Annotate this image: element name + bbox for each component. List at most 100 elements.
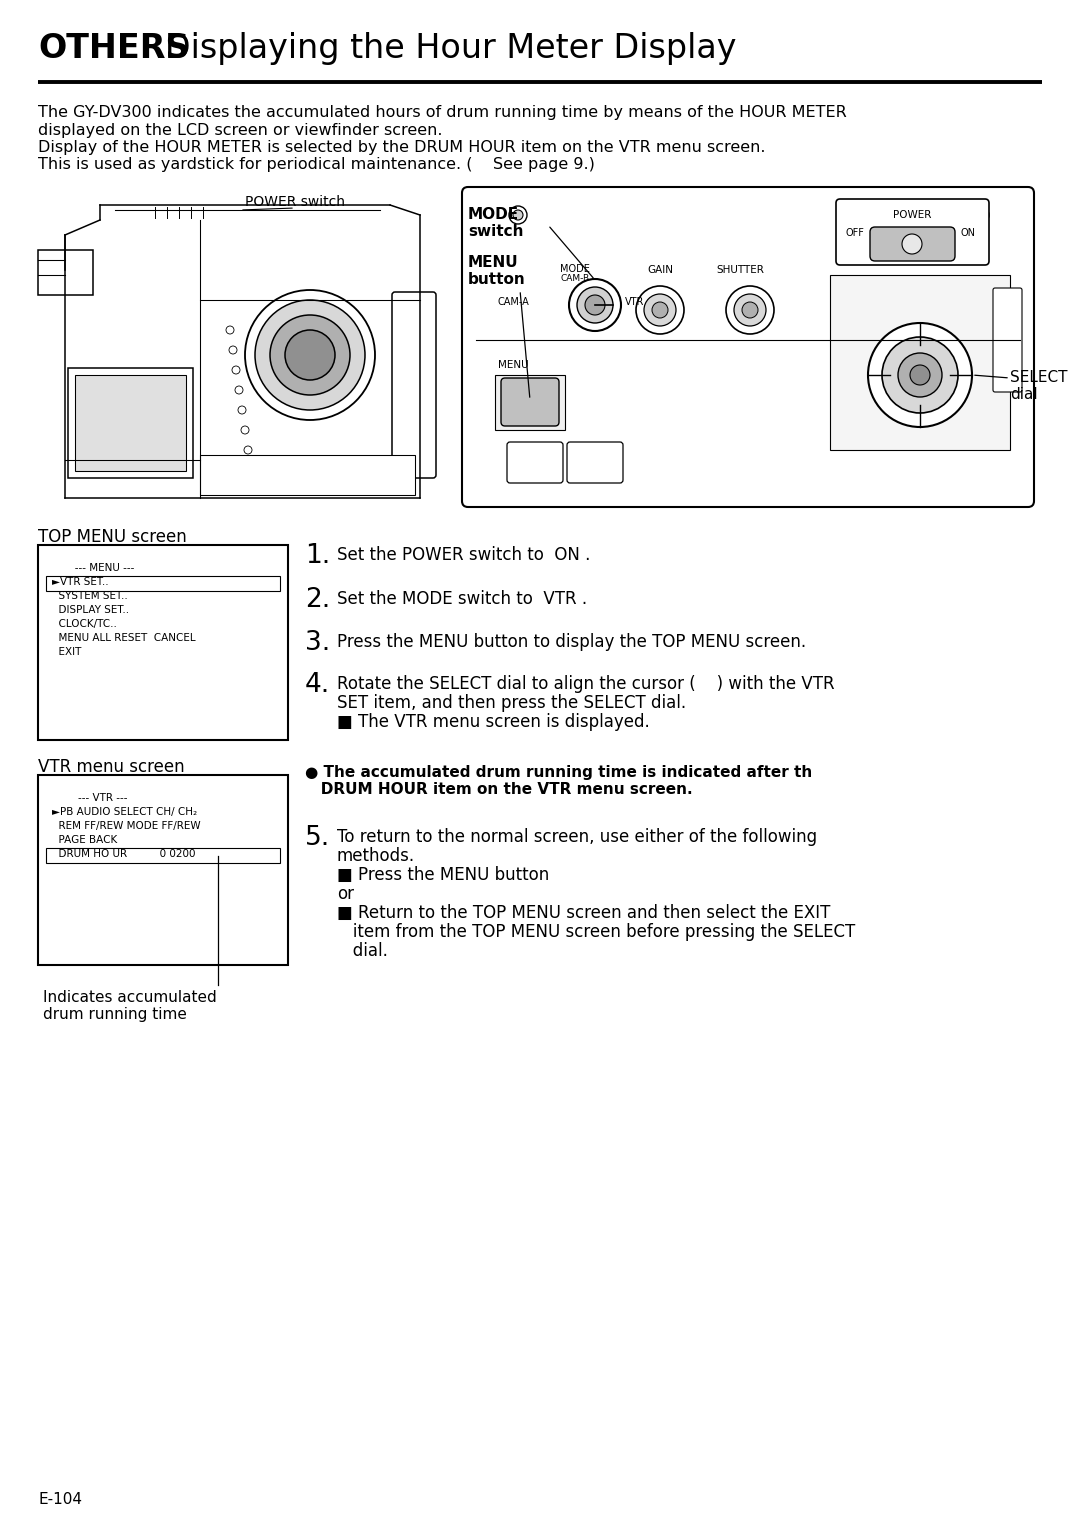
Text: E-104: E-104 bbox=[38, 1492, 82, 1508]
Text: CLOCK/TC..: CLOCK/TC.. bbox=[52, 619, 117, 628]
Circle shape bbox=[652, 303, 669, 318]
FancyBboxPatch shape bbox=[495, 375, 565, 430]
Bar bbox=[38, 251, 93, 295]
FancyBboxPatch shape bbox=[501, 378, 559, 427]
Text: MENU
button: MENU button bbox=[468, 255, 526, 287]
Circle shape bbox=[285, 330, 335, 381]
Text: VTR: VTR bbox=[625, 297, 645, 307]
FancyBboxPatch shape bbox=[836, 199, 989, 265]
Text: dial.: dial. bbox=[337, 942, 388, 960]
Text: Display of the HOUR METER is selected by the DRUM HOUR item on the VTR menu scre: Display of the HOUR METER is selected by… bbox=[38, 141, 766, 154]
Circle shape bbox=[868, 323, 972, 427]
Text: ■ Return to the TOP MENU screen and then select the EXIT: ■ Return to the TOP MENU screen and then… bbox=[337, 904, 831, 922]
FancyBboxPatch shape bbox=[831, 275, 1010, 450]
Bar bbox=[75, 375, 186, 471]
Text: --- MENU ---: --- MENU --- bbox=[52, 563, 134, 573]
FancyBboxPatch shape bbox=[870, 226, 955, 261]
FancyBboxPatch shape bbox=[462, 187, 1034, 508]
Text: EXIT: EXIT bbox=[52, 647, 81, 657]
Circle shape bbox=[882, 336, 958, 413]
Text: SET item, and then press the SELECT dial.: SET item, and then press the SELECT dial… bbox=[337, 694, 686, 713]
Text: ON: ON bbox=[960, 228, 975, 239]
Text: Displaying the Hour Meter Display: Displaying the Hour Meter Display bbox=[133, 32, 737, 66]
Text: MENU: MENU bbox=[498, 359, 528, 370]
Text: CAM-A: CAM-A bbox=[498, 297, 530, 307]
Circle shape bbox=[585, 295, 605, 315]
Text: To return to the normal screen, use either of the following: To return to the normal screen, use eith… bbox=[337, 829, 818, 846]
Circle shape bbox=[636, 286, 684, 333]
Circle shape bbox=[255, 300, 365, 410]
Text: OTHERS: OTHERS bbox=[38, 32, 189, 66]
Text: SELECT
dial: SELECT dial bbox=[1010, 370, 1067, 402]
Bar bbox=[38, 544, 288, 740]
FancyBboxPatch shape bbox=[392, 292, 436, 479]
Circle shape bbox=[902, 234, 922, 254]
Circle shape bbox=[971, 206, 989, 225]
Text: TOP MENU screen: TOP MENU screen bbox=[38, 528, 187, 546]
Text: or: or bbox=[337, 885, 354, 904]
Text: Press the MENU button to display the TOP MENU screen.: Press the MENU button to display the TOP… bbox=[337, 633, 806, 651]
Circle shape bbox=[910, 365, 930, 385]
Text: 2.: 2. bbox=[305, 587, 330, 613]
Circle shape bbox=[241, 427, 249, 434]
Text: CAM-B: CAM-B bbox=[561, 274, 590, 283]
Text: ● The accumulated drum running time is indicated after th: ● The accumulated drum running time is i… bbox=[305, 764, 812, 780]
Text: item from the TOP MENU screen before pressing the SELECT: item from the TOP MENU screen before pre… bbox=[337, 924, 855, 940]
FancyBboxPatch shape bbox=[68, 368, 193, 479]
Text: POWER: POWER bbox=[893, 209, 931, 220]
Circle shape bbox=[726, 286, 774, 333]
Text: ►VTR SET..: ►VTR SET.. bbox=[52, 576, 109, 587]
Circle shape bbox=[644, 294, 676, 326]
Circle shape bbox=[270, 315, 350, 394]
FancyBboxPatch shape bbox=[507, 442, 563, 483]
Text: Set the MODE switch to  VTR .: Set the MODE switch to VTR . bbox=[337, 590, 588, 609]
Text: Set the POWER switch to  ON .: Set the POWER switch to ON . bbox=[337, 546, 591, 564]
Circle shape bbox=[232, 365, 240, 375]
Circle shape bbox=[897, 353, 942, 398]
Circle shape bbox=[577, 287, 613, 323]
FancyBboxPatch shape bbox=[993, 287, 1022, 391]
Text: --- VTR ---: --- VTR --- bbox=[52, 794, 127, 803]
Text: SYSTEM SET..: SYSTEM SET.. bbox=[52, 592, 127, 601]
Text: GAIN: GAIN bbox=[647, 265, 673, 275]
Text: ■ The VTR menu screen is displayed.: ■ The VTR menu screen is displayed. bbox=[337, 713, 650, 731]
Text: MENU ALL RESET  CANCEL: MENU ALL RESET CANCEL bbox=[52, 633, 195, 644]
Circle shape bbox=[238, 407, 246, 414]
Text: displayed on the LCD screen or viewfinder screen.: displayed on the LCD screen or viewfinde… bbox=[38, 122, 443, 138]
Text: SHUTTER: SHUTTER bbox=[716, 265, 764, 275]
FancyBboxPatch shape bbox=[567, 442, 623, 483]
Bar bbox=[200, 456, 415, 495]
Text: methods.: methods. bbox=[337, 847, 415, 865]
Text: MODE: MODE bbox=[561, 265, 590, 274]
Bar bbox=[38, 775, 288, 965]
Circle shape bbox=[742, 303, 758, 318]
Text: VTR menu screen: VTR menu screen bbox=[38, 758, 185, 777]
Circle shape bbox=[226, 326, 234, 333]
Text: This is used as yardstick for periodical maintenance. (    See page 9.): This is used as yardstick for periodical… bbox=[38, 157, 595, 171]
Circle shape bbox=[235, 385, 243, 394]
Text: 1.: 1. bbox=[305, 543, 330, 569]
Bar bbox=[46, 849, 280, 862]
Text: Rotate the SELECT dial to align the cursor (    ) with the VTR: Rotate the SELECT dial to align the curs… bbox=[337, 674, 835, 693]
Text: Indicates accumulated
drum running time: Indicates accumulated drum running time bbox=[43, 989, 217, 1023]
Text: 4.: 4. bbox=[305, 673, 330, 699]
Circle shape bbox=[509, 206, 527, 225]
Text: ■ Press the MENU button: ■ Press the MENU button bbox=[337, 865, 550, 884]
Text: REM FF/REW MODE FF/REW: REM FF/REW MODE FF/REW bbox=[52, 821, 201, 830]
Text: 5.: 5. bbox=[305, 826, 330, 852]
Bar bbox=[46, 576, 280, 592]
Circle shape bbox=[245, 291, 375, 420]
Text: The GY-DV300 indicates the accumulated hours of drum running time by means of th: The GY-DV300 indicates the accumulated h… bbox=[38, 106, 847, 119]
Circle shape bbox=[734, 294, 766, 326]
Text: 3.: 3. bbox=[305, 630, 330, 656]
Circle shape bbox=[513, 209, 523, 220]
Text: ►PB AUDIO SELECT CH/ CH₂: ►PB AUDIO SELECT CH/ CH₂ bbox=[52, 807, 198, 816]
Text: DISPLAY SET..: DISPLAY SET.. bbox=[52, 605, 130, 615]
Text: POWER switch: POWER switch bbox=[245, 196, 345, 209]
Circle shape bbox=[975, 209, 985, 220]
Text: DRUM HOUR item on the VTR menu screen.: DRUM HOUR item on the VTR menu screen. bbox=[305, 781, 692, 797]
Circle shape bbox=[569, 278, 621, 330]
Text: PAGE BACK: PAGE BACK bbox=[52, 835, 118, 846]
Text: MODE
switch: MODE switch bbox=[468, 206, 524, 240]
Text: DRUM HO UR          0 0200: DRUM HO UR 0 0200 bbox=[52, 849, 195, 859]
